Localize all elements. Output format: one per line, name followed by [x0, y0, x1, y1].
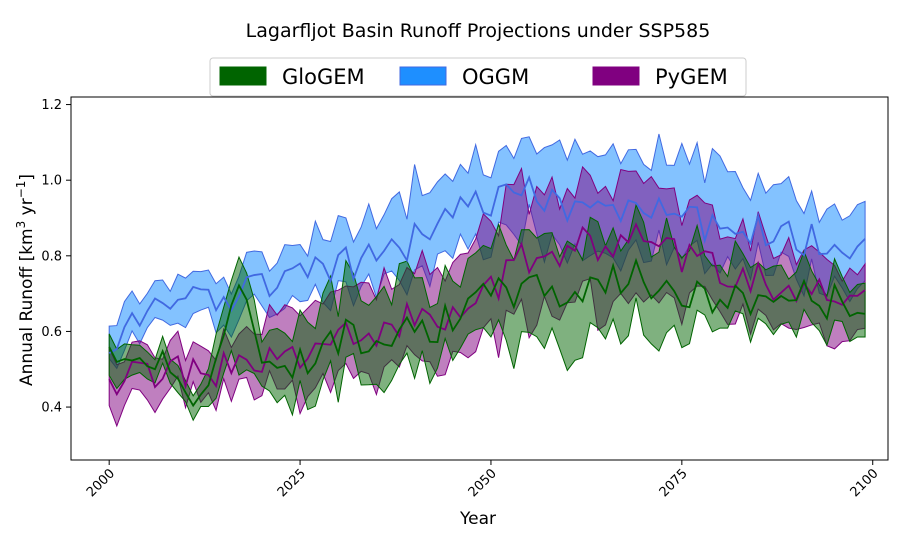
x-tick-label: 2050	[466, 466, 500, 500]
y-axis: 0.4 0.6 0.8 1.0 1.2	[41, 98, 71, 416]
x-tick-label: 2025	[275, 466, 309, 500]
glogem-median-line	[108, 257, 866, 408]
y-tick-label: 1.0	[41, 174, 62, 189]
oggm-median-line	[108, 174, 866, 354]
x-tick-label: 2000	[84, 466, 118, 500]
x-axis-label: Year	[459, 509, 496, 529]
x-axis: 2000 2025 2050 2075 2100	[84, 460, 882, 500]
pygem-median-line	[108, 222, 866, 397]
glogem-band	[108, 203, 866, 422]
chart-title: Lagarfljot Basin Runoff Projections unde…	[246, 20, 711, 42]
legend-label-oggm: OGGM	[462, 65, 529, 89]
y-tick-label: 0.6	[41, 325, 62, 340]
legend-swatch-pygem	[592, 66, 640, 86]
legend-label-pygem: PyGEM	[655, 65, 728, 89]
legend: GloGEM OGGM PyGEM	[209, 57, 747, 97]
legend-swatch-oggm	[399, 66, 447, 86]
x-tick-label: 2100	[848, 466, 882, 500]
x-tick-label: 2075	[657, 466, 691, 500]
y-tick-label: 0.8	[41, 249, 62, 264]
y-tick-label: 1.2	[41, 98, 62, 113]
plot-frame	[70, 96, 889, 461]
series-layer	[108, 133, 866, 428]
legend-label-glogem: GloGEM	[282, 65, 365, 89]
legend-swatch-glogem	[219, 66, 267, 86]
y-axis-label: Annual Runoff [km3 yr−1]	[14, 174, 37, 386]
y-tick-label: 0.4	[41, 401, 62, 416]
